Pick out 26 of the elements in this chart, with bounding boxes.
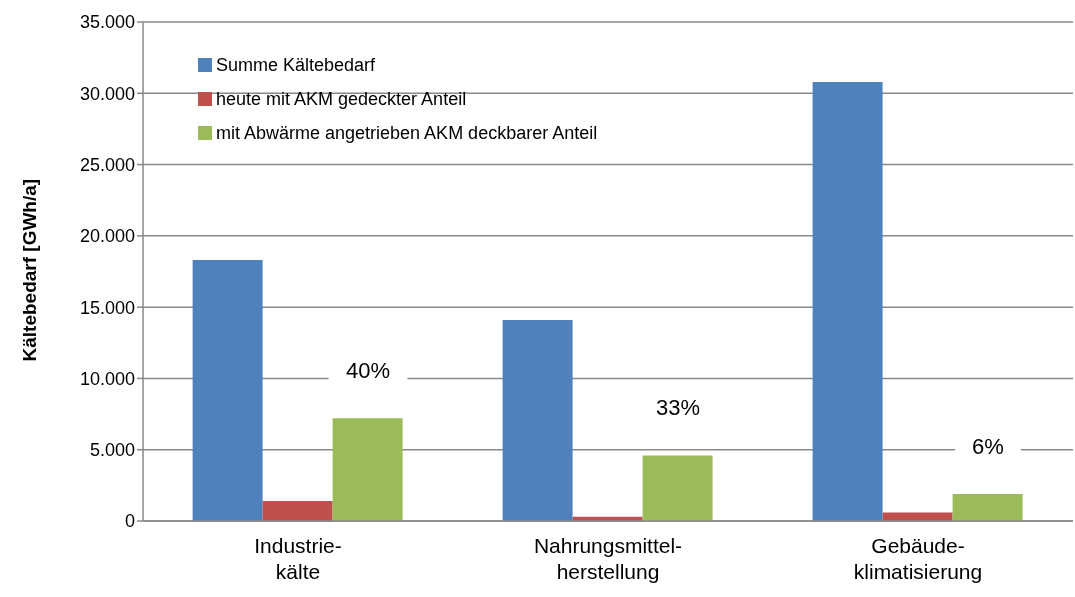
- bar: [882, 512, 953, 521]
- y-tick-label: 5.000: [89, 440, 135, 461]
- y-tick-label: 35.000: [79, 12, 135, 33]
- bar: [642, 455, 713, 521]
- legend-label: heute mit AKM gedeckter Anteil: [216, 88, 467, 110]
- y-tick-label: 20.000: [79, 226, 135, 247]
- bar: [952, 493, 1023, 521]
- annotation: 40%: [345, 358, 391, 384]
- legend-label: Summe Kältebedarf: [216, 54, 376, 76]
- y-tick-label: 25.000: [79, 154, 135, 175]
- x-tick-label: Industrie- kälte: [254, 534, 342, 583]
- bar: [812, 81, 883, 521]
- bar: [502, 319, 573, 521]
- y-tick-label: 0: [124, 511, 135, 532]
- bar: [332, 418, 403, 521]
- x-tick-label: Gebäude- klimatisierung: [853, 534, 983, 583]
- y-tick-label: 30.000: [79, 83, 135, 104]
- annotation: 6%: [972, 433, 1004, 459]
- y-tick-label: 10.000: [79, 368, 135, 389]
- y-axis-title: Kältebedarf [GWh/a]: [18, 178, 40, 362]
- y-tick-label: 15.000: [79, 297, 135, 318]
- annotation: 33%: [655, 395, 701, 421]
- legend-label: mit Abwärme angetrieben AKM deckbarer Anteil: [216, 122, 598, 144]
- x-tick-label: Nahrungsmittel- herstellung: [533, 534, 683, 583]
- bar: [192, 260, 263, 521]
- bar: [262, 501, 333, 521]
